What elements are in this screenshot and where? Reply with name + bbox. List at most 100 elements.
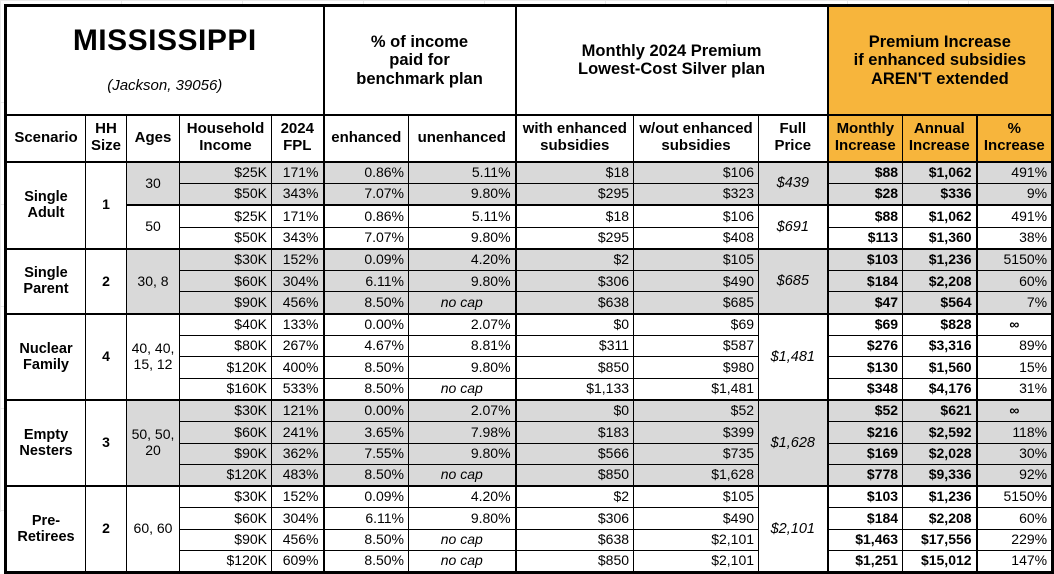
household-income-cell: $60K [179, 507, 272, 530]
annual-increase-cell: $336 [902, 183, 978, 206]
table-row: $90K 362% 7.55% 9.80% $566 $735 $169 $2,028 30% [6, 442, 1054, 465]
fpl-cell: 267% [270, 335, 325, 358]
household-income-cell: $50K [179, 226, 272, 250]
monthly-increase-cell: $1,463 [826, 528, 904, 552]
household-income-cell: $60K [179, 270, 272, 293]
with-subsidies-cell: $638 [514, 528, 635, 552]
with-subsidies-cell: $183 [514, 421, 635, 444]
fpl-cell: 456% [270, 528, 325, 552]
ages-cell: 60, 60 [126, 485, 180, 574]
annual-increase-cell: $1,560 [902, 356, 978, 379]
banner-income-share: % of income paid for benchmark plan [322, 4, 517, 116]
without-subsidies-cell: $490 [633, 507, 760, 530]
col-header-2024-fpl: 2024 FPL [270, 114, 325, 163]
annual-increase-cell: $2,028 [902, 442, 978, 465]
with-subsidies-cell: $0 [514, 398, 635, 423]
hh-size-cell: 2 [85, 485, 127, 574]
fpl-cell: 133% [270, 312, 325, 337]
table-body: Single Adult 1 30 $25K 171% 0.86% 5.11% $18 $106… [5, 161, 1054, 574]
without-subsidies-cell: $69 [633, 312, 760, 337]
unenhanced-pct-cell: 2.07% [408, 398, 517, 423]
table-row: $50K 343% 7.07% 9.80% $295 $408 $113 $1,360 38% [6, 226, 1054, 250]
without-subsidies-cell: $105 [633, 247, 760, 272]
enhanced-pct-cell: 8.50% [322, 291, 410, 315]
fpl-cell: 343% [270, 183, 325, 206]
hh-size-cell: 2 [85, 247, 127, 315]
table-row: $80K 267% 4.67% 8.81% $311 $587 $276 $3,316 89% [6, 335, 1054, 358]
household-income-cell: $40K [179, 312, 272, 337]
enhanced-pct-cell: 6.11% [322, 507, 410, 530]
monthly-increase-cell: $47 [826, 291, 904, 315]
region-subtitle: (Jackson, 39056) [107, 77, 223, 95]
monthly-increase-cell: $1,251 [826, 550, 904, 574]
unenhanced-pct-cell: no cap [408, 528, 517, 552]
with-subsidies-cell: $2 [514, 247, 635, 272]
col-header-scenario: Scenario [5, 114, 86, 163]
annual-increase-cell: $1,236 [902, 485, 978, 509]
annual-increase-cell: $828 [902, 312, 978, 337]
monthly-increase-cell: $28 [826, 183, 904, 206]
enhanced-pct-cell: 7.07% [322, 226, 410, 250]
annual-increase-cell: $2,208 [902, 270, 978, 293]
without-subsidies-cell: $106 [633, 204, 760, 228]
annual-increase-cell: $621 [902, 398, 978, 423]
column-header-row: Scenario HH Size Ages Household Income 2… [5, 114, 1054, 163]
household-income-cell: $30K [179, 485, 272, 509]
enhanced-pct-cell: 8.50% [322, 463, 410, 487]
ages-cell: 50 [126, 204, 180, 250]
table-row: $120K 400% 8.50% 9.80% $850 $980 $130 $1,560 15% [6, 356, 1054, 379]
with-subsidies-cell: $18 [514, 204, 635, 228]
banner-row: MISSISSIPPI (Jackson, 39056) % of income… [4, 4, 1054, 116]
household-income-cell: $160K [179, 377, 272, 401]
unenhanced-pct-cell: 5.11% [408, 204, 517, 228]
annual-increase-cell: $1,360 [902, 226, 978, 250]
table-row: Single Adult 1 30 $25K 171% 0.86% 5.11% $18 $106… [5, 161, 1054, 250]
pct-increase-cell: 92% [975, 463, 1054, 487]
fpl-cell: 171% [270, 204, 325, 228]
without-subsidies-cell: $399 [633, 421, 760, 444]
table-row: Single Parent 2 30, 8 $30K 152% 0.09% 4.20% $2 $… [5, 247, 1054, 315]
pct-increase-cell: 89% [975, 335, 1054, 358]
enhanced-pct-cell: 4.67% [322, 335, 410, 358]
without-subsidies-cell: $106 [633, 161, 760, 184]
without-subsidies-cell: $1,481 [633, 377, 760, 401]
pct-increase-cell: 15% [975, 356, 1054, 379]
monthly-increase-cell: $52 [826, 398, 904, 423]
with-subsidies-cell: $638 [514, 291, 635, 315]
col-header-household-income: Household Income [179, 114, 272, 163]
pct-increase-cell: 9% [975, 183, 1054, 206]
with-subsidies-cell: $2 [514, 485, 635, 509]
premium-comparison-table: MISSISSIPPI (Jackson, 39056) % of income… [4, 4, 1054, 574]
banner-premium-increase: Premium Increase if enhanced subsidies A… [826, 4, 1054, 116]
household-income-cell: $50K [179, 183, 272, 206]
with-subsidies-cell: $306 [514, 507, 635, 530]
fpl-cell: 152% [270, 485, 325, 509]
col-header-monthly-increase: Monthly Increase [826, 114, 904, 163]
pct-increase-cell: ∞ [975, 312, 1054, 337]
hh-size-cell: 1 [85, 161, 127, 250]
with-subsidies-cell: $0 [514, 312, 635, 337]
unenhanced-pct-cell: 9.80% [408, 270, 517, 293]
scenario-cell: Empty Nesters [5, 398, 86, 487]
enhanced-pct-cell: 0.00% [322, 312, 410, 337]
full-price-cell: $691 [758, 204, 829, 250]
fpl-cell: 343% [270, 226, 325, 250]
pct-increase-cell: 7% [975, 291, 1054, 315]
without-subsidies-cell: $408 [633, 226, 760, 250]
unenhanced-pct-cell: 4.20% [408, 485, 517, 509]
table-row: Empty Nesters 3 50, 50, 20 $30K 121% 0.00% 2.0… [5, 398, 1054, 487]
annual-increase-cell: $2,592 [902, 421, 978, 444]
scenario-cell: Single Adult [5, 161, 86, 250]
with-subsidies-cell: $18 [514, 161, 635, 184]
pct-increase-cell: 60% [975, 270, 1054, 293]
hh-size-cell: 4 [85, 312, 127, 401]
household-income-cell: $120K [179, 463, 272, 487]
fpl-cell: 171% [270, 161, 325, 184]
pct-increase-cell: 229% [975, 528, 1054, 552]
household-income-cell: $120K [179, 356, 272, 379]
pct-increase-cell: 147% [975, 550, 1054, 574]
region-title: MISSISSIPPI [72, 24, 257, 58]
with-subsidies-cell: $295 [514, 226, 635, 250]
fpl-cell: 304% [270, 270, 325, 293]
unenhanced-pct-cell: 5.11% [408, 161, 517, 184]
